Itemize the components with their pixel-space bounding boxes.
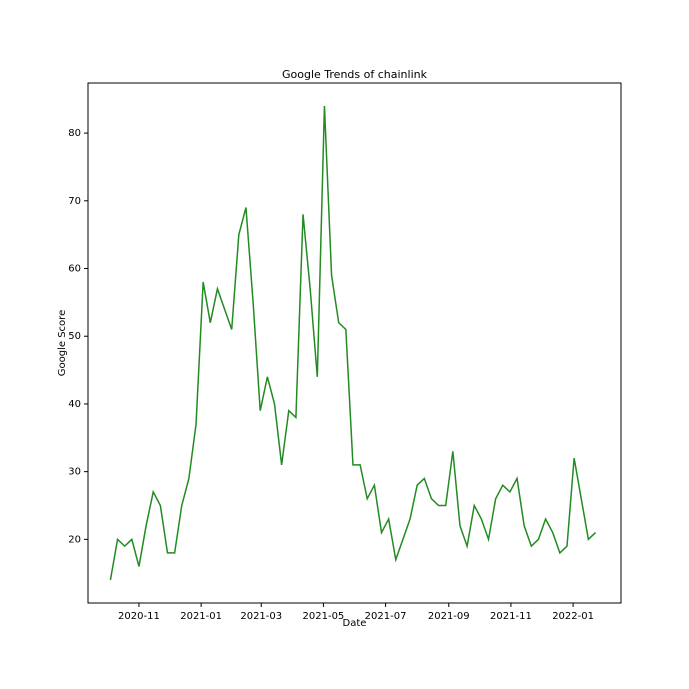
x-tick-label: 2021-07 (365, 611, 407, 622)
x-tick-label: 2021-03 (240, 611, 282, 622)
y-tick-label: 70 (68, 196, 81, 207)
y-tick-label: 50 (68, 331, 81, 342)
chart-title: Google Trends of chainlink (282, 68, 428, 81)
x-axis-label: Date (343, 618, 367, 629)
x-tick-label: 2021-11 (490, 611, 532, 622)
data-line (109, 105, 597, 581)
y-tick-label: 30 (68, 467, 81, 478)
x-tick-label: 2021-05 (303, 611, 345, 622)
x-tick-label: 2022-01 (552, 611, 594, 622)
y-tick-label: 40 (68, 399, 81, 410)
y-axis-label: Google Score (57, 310, 68, 376)
x-tick-label: 2020-11 (118, 611, 160, 622)
plot-frame (87, 82, 622, 604)
y-tick-label: 80 (68, 128, 81, 139)
y-tick-label: 20 (68, 534, 81, 545)
y-tick-label: 60 (68, 264, 81, 275)
x-tick-label: 2021-09 (428, 611, 470, 622)
x-tick-label: 2021-01 (180, 611, 222, 622)
